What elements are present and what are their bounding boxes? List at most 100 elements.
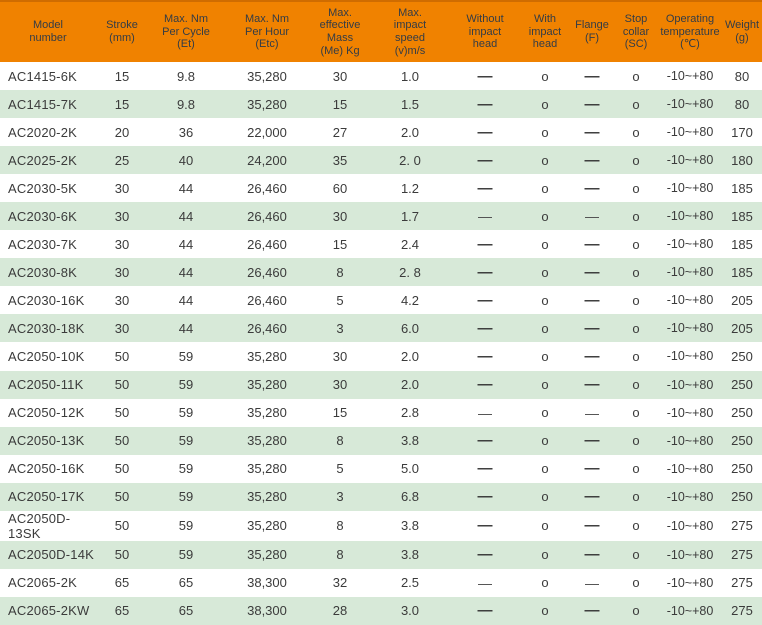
table-row: AC2030-6K 30 44 26,460 30 1.7 — o — o -10~+80 185 (0, 202, 762, 231)
cell-max-effective-mass: 28 (332, 603, 348, 619)
cell-without-impact-head: — (477, 95, 493, 113)
cell-weight: 185 (731, 208, 753, 224)
cell-operating-temperature: -10~+80 (666, 377, 714, 392)
cell-flange: — (584, 376, 600, 394)
cell-stroke: 30 (114, 180, 130, 196)
cell-max-nm-per-cycle: 59 (178, 461, 194, 477)
cell-max-effective-mass: 3 (336, 320, 344, 336)
cell-max-nm-per-cycle: 44 (178, 180, 194, 196)
cell-without-impact-head: — (477, 488, 493, 506)
cell-model-number: AC2050-11K (8, 377, 84, 393)
table-row: AC2030-7K 30 44 26,460 15 2.4 — o — o -10~+80 185 (0, 230, 762, 259)
cell-max-impact-speed: 2.4 (400, 236, 420, 252)
cell-without-impact-head: — (477, 291, 493, 309)
cell-max-nm-per-cycle: 59 (178, 377, 194, 393)
cell-stroke: 65 (114, 603, 130, 619)
cell-operating-temperature: -10~+80 (666, 125, 714, 140)
column-header-weight: Weight (g) (724, 19, 760, 44)
cell-weight: 185 (731, 264, 753, 280)
cell-stroke: 30 (114, 292, 130, 308)
table-row: AC2050D-13SK 50 59 35,280 8 3.8 — o — o -10~+80 275 (0, 510, 762, 541)
cell-max-effective-mass: 3 (336, 489, 344, 505)
cell-with-impact-head: o (541, 236, 549, 252)
cell-max-nm-per-hour: 35,280 (247, 489, 287, 505)
cell-with-impact-head: o (541, 320, 549, 336)
cell-flange: — (584, 67, 600, 85)
cell-max-nm-per-hour: 26,460 (247, 320, 287, 336)
cell-without-impact-head: — (478, 574, 492, 591)
cell-weight: 185 (731, 180, 753, 196)
cell-operating-temperature: -10~+80 (666, 209, 714, 224)
cell-model-number: AC2030-5K (8, 180, 78, 196)
cell-max-nm-per-cycle: 59 (178, 405, 194, 421)
cell-max-nm-per-hour: 26,460 (247, 292, 287, 308)
cell-flange: — (585, 404, 599, 421)
cell-max-effective-mass: 8 (336, 547, 344, 563)
cell-without-impact-head: — (477, 546, 493, 564)
column-header-without-impact-head: Without impact head (466, 13, 504, 51)
cell-model-number: AC2050D-14K (8, 547, 95, 563)
cell-max-nm-per-cycle: 65 (178, 575, 194, 591)
cell-weight: 250 (731, 489, 753, 505)
cell-weight: 275 (731, 575, 753, 591)
cell-max-effective-mass: 5 (336, 292, 344, 308)
cell-max-impact-speed: 2.8 (400, 405, 420, 421)
cell-stop-collar: o (632, 292, 640, 308)
cell-weight: 80 (734, 68, 750, 84)
cell-max-effective-mass: 8 (336, 264, 344, 280)
cell-flange: — (585, 574, 599, 591)
cell-max-nm-per-cycle: 40 (178, 152, 194, 168)
cell-weight: 250 (731, 348, 753, 364)
cell-max-impact-speed: 2. 0 (399, 152, 421, 168)
cell-max-nm-per-cycle: 36 (178, 124, 194, 140)
cell-without-impact-head: — (477, 319, 493, 337)
cell-max-impact-speed: 2.0 (400, 377, 420, 393)
cell-flange: — (584, 460, 600, 478)
cell-max-effective-mass: 8 (336, 518, 344, 534)
cell-max-impact-speed: 2. 8 (399, 264, 421, 280)
column-header-max-nm-per-hour: Max. Nm Per Hour (Etc) (244, 13, 290, 51)
cell-stroke: 50 (114, 489, 130, 505)
cell-max-impact-speed: 3.8 (400, 547, 420, 563)
cell-stroke: 50 (114, 433, 130, 449)
cell-max-nm-per-hour: 24,200 (247, 152, 287, 168)
cell-stop-collar: o (632, 377, 640, 393)
cell-max-impact-speed: 6.8 (400, 489, 420, 505)
cell-weight: 205 (731, 292, 753, 308)
cell-operating-temperature: -10~+80 (666, 265, 714, 280)
column-header-with-impact-head: With impact head (528, 13, 562, 51)
cell-stroke: 30 (114, 236, 130, 252)
cell-max-nm-per-cycle: 44 (178, 208, 194, 224)
cell-weight: 170 (731, 124, 753, 140)
table-row: AC2030-18K 30 44 26,460 3 6.0 — o — o -10~+80 205 (0, 314, 762, 343)
column-header-operating-temperature: Operating temperature (℃) (660, 13, 720, 51)
cell-stroke: 30 (114, 208, 130, 224)
cell-max-nm-per-cycle: 59 (178, 489, 194, 505)
cell-max-nm-per-cycle: 59 (178, 348, 194, 364)
cell-max-nm-per-hour: 35,280 (247, 96, 287, 112)
cell-flange: — (584, 179, 600, 197)
cell-stop-collar: o (632, 320, 640, 336)
column-header-flange: Flange (F) (575, 19, 609, 44)
table-row: AC2065-2KW 65 65 38,300 28 3.0 — o — o -10~+80 275 (0, 596, 762, 625)
cell-with-impact-head: o (541, 433, 549, 449)
cell-model-number: AC2050-17K (8, 489, 85, 505)
cell-stop-collar: o (632, 124, 640, 140)
cell-operating-temperature: -10~+80 (666, 489, 714, 504)
cell-with-impact-head: o (541, 461, 549, 477)
cell-stop-collar: o (632, 152, 640, 168)
cell-model-number: AC1415-6K (8, 68, 78, 84)
column-header-max-nm-per-cycle: Max. Nm Per Cycle (Et) (162, 13, 210, 51)
cell-max-effective-mass: 30 (332, 208, 348, 224)
cell-flange: — (585, 208, 599, 225)
cell-max-impact-speed: 1.2 (400, 180, 420, 196)
table-row: AC2030-5K 30 44 26,460 60 1.2 — o — o -10~+80 185 (0, 174, 762, 203)
cell-flange: — (584, 291, 600, 309)
cell-without-impact-head: — (477, 67, 493, 85)
cell-stop-collar: o (632, 180, 640, 196)
cell-max-impact-speed: 2.0 (400, 348, 420, 364)
cell-max-effective-mass: 15 (332, 96, 348, 112)
cell-stop-collar: o (632, 96, 640, 112)
cell-max-nm-per-hour: 38,300 (247, 575, 287, 591)
